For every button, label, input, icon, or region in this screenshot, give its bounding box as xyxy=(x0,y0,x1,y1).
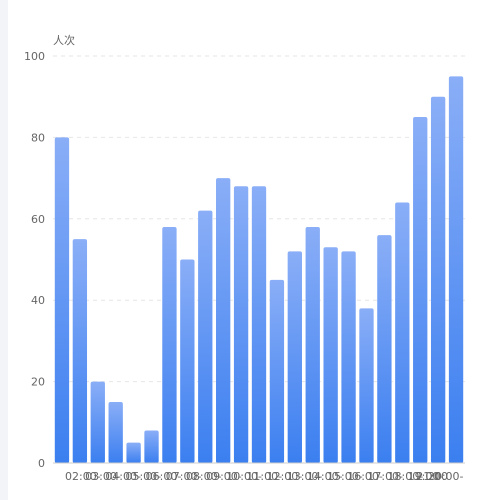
bar[interactable] xyxy=(395,202,410,463)
x-tick-label: 12:00- xyxy=(267,470,303,483)
bar[interactable] xyxy=(359,308,374,463)
x-tick-label: 13:00- xyxy=(287,470,323,483)
bar[interactable] xyxy=(108,401,123,463)
x-tick-label: 10:00- xyxy=(226,470,262,483)
x-tick-label: 02:00- xyxy=(65,470,101,483)
bar[interactable] xyxy=(430,96,446,463)
bar[interactable] xyxy=(269,279,285,463)
x-tick-label: 14:00- xyxy=(307,470,343,483)
bar[interactable] xyxy=(72,239,88,463)
y-axis-label: 人次 xyxy=(53,33,75,47)
x-tick-label: 17:00- xyxy=(367,470,403,483)
y-tick-label: 20 xyxy=(31,376,45,389)
bar[interactable] xyxy=(448,76,464,463)
bar[interactable] xyxy=(323,247,338,463)
x-tick-label: 16:00- xyxy=(347,470,383,483)
bar[interactable] xyxy=(341,251,356,463)
x-tick-label: 08:00- xyxy=(186,470,222,483)
bar[interactable] xyxy=(413,117,428,464)
bar[interactable] xyxy=(377,235,392,463)
y-axis-ticks: 0 20 40 60 80 100 xyxy=(24,50,45,470)
bar[interactable] xyxy=(233,186,249,464)
x-tick-label: 06:00- xyxy=(146,470,182,483)
y-tick-label: 40 xyxy=(31,294,45,307)
bar[interactable] xyxy=(144,430,159,463)
bar[interactable] xyxy=(90,381,105,463)
y-tick-label: 60 xyxy=(31,213,45,226)
x-tick-label: 18:00- xyxy=(388,470,424,483)
x-tick-label: 11:00- xyxy=(246,470,282,483)
y-tick-label: 80 xyxy=(31,131,45,144)
bars xyxy=(54,76,464,464)
x-tick-label: 05:00- xyxy=(125,470,161,483)
x-tick-label: 07:00- xyxy=(166,470,202,483)
x-tick-label: 21:00 xyxy=(416,470,448,483)
bar[interactable] xyxy=(251,186,267,464)
bar[interactable] xyxy=(287,251,302,463)
x-tick-label: 04:00- xyxy=(105,470,141,483)
bar[interactable] xyxy=(54,137,70,463)
left-edge-strip xyxy=(0,0,8,500)
x-tick-label: 09:00- xyxy=(206,470,242,483)
y-tick-label: 0 xyxy=(38,457,45,470)
bar[interactable] xyxy=(216,178,231,463)
bar[interactable] xyxy=(126,442,141,463)
bar[interactable] xyxy=(198,210,213,463)
x-tick-label: 15:00- xyxy=(327,470,363,483)
x-tick-label: 03:00- xyxy=(85,470,121,483)
x-tick-label: 20:00- xyxy=(428,470,464,483)
bar[interactable] xyxy=(305,226,320,463)
x-axis: 02:00-03:00-04:00-05:00-06:00-07:00-08:0… xyxy=(53,462,465,483)
y-tick-label: 100 xyxy=(24,50,45,63)
bar[interactable] xyxy=(180,259,195,464)
bar[interactable] xyxy=(162,226,177,463)
x-tick-label: 19:00- xyxy=(408,470,444,483)
